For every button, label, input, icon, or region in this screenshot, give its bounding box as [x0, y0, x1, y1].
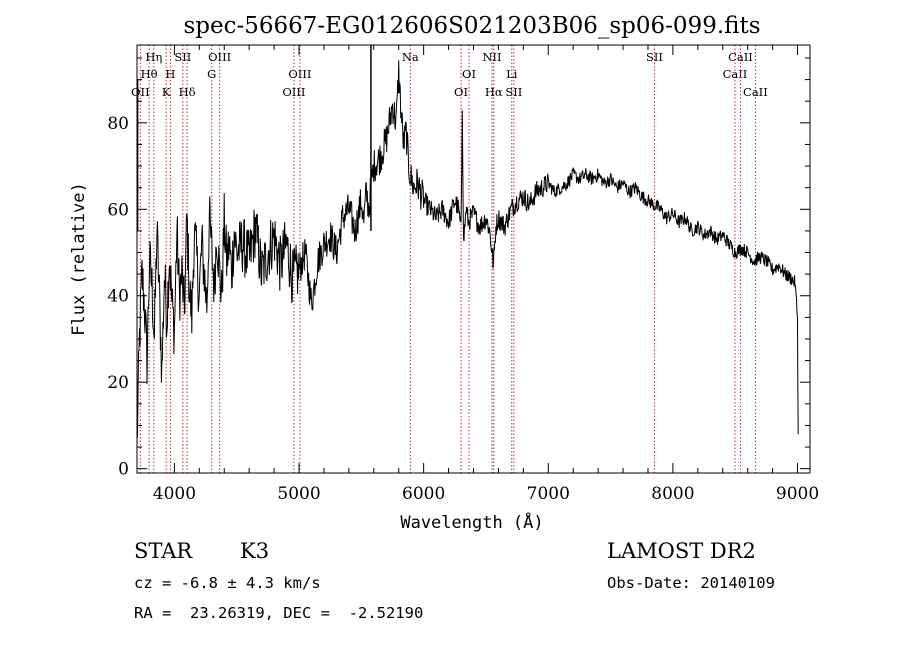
y-tick-label-1: 20 — [107, 373, 129, 393]
line-marker-label-0: OII — [131, 85, 150, 99]
line-marker-label-6: Hδ — [179, 85, 196, 99]
y-tick-label-2: 40 — [107, 287, 129, 307]
line-marker-label-10: OIII — [288, 67, 311, 81]
x-tick-label-0: 4000 — [153, 484, 196, 504]
object-subclass: K3 — [240, 539, 270, 563]
object-class: STAR — [134, 539, 193, 563]
y-tick-label-3: 60 — [107, 200, 129, 220]
line-marker-label-21: CaII — [743, 85, 768, 99]
line-marker-label-17: SII — [505, 85, 522, 99]
line-marker-label-12: OI — [454, 85, 468, 99]
coordinates: RA = 23.26319, DEC = -2.52190 — [134, 604, 424, 622]
x-tick-label-3: 7000 — [527, 484, 570, 504]
observation-date: Obs-Date: 20140109 — [607, 574, 775, 592]
line-marker-label-7: G — [207, 67, 216, 81]
line-marker-label-18: SII — [646, 50, 663, 64]
line-marker-label-19: CaII — [723, 67, 748, 81]
line-marker-label-11: Na — [402, 50, 419, 64]
spectrum-series — [136, 45, 799, 439]
line-marker-label-13: OI — [462, 67, 476, 81]
spectrum-line — [136, 60, 799, 439]
x-tick-label-2: 6000 — [402, 484, 445, 504]
x-axis: 4000 5000 6000 7000 8000 9000 — [153, 45, 819, 504]
y-axis: 0 20 40 60 80 — [107, 57, 810, 480]
y-tick-label-0: 0 — [118, 460, 129, 480]
plot-frame — [136, 44, 811, 474]
line-marker-label-14: NII — [482, 50, 501, 64]
line-marker-label-16: Li — [506, 67, 518, 81]
x-tick-label-5: 9000 — [776, 484, 819, 504]
line-marker-label-3: K — [162, 85, 171, 99]
line-marker-label-9: OIII — [282, 85, 305, 99]
y-axis-label: Flux (relative) — [69, 182, 89, 336]
line-marker-label-4: H — [165, 67, 175, 81]
line-marker-label-20: CaII — [728, 50, 753, 64]
line-marker-label-1: Hθ — [141, 67, 158, 81]
line-marker-label-8: OIII — [208, 50, 231, 64]
chart-title: spec-56667-EG012606S021203B06_sp06-099.f… — [183, 13, 760, 39]
line-marker-label-15: Hα — [485, 85, 503, 99]
redshift-cz: cz = -6.8 ± 4.3 km/s — [134, 574, 321, 592]
x-tick-label-1: 5000 — [277, 484, 320, 504]
y-tick-label-4: 80 — [107, 114, 129, 134]
x-axis-label: Wavelength (Å) — [400, 511, 543, 533]
line-marker-label-2: Hη — [145, 50, 162, 64]
x-tick-label-4: 8000 — [651, 484, 694, 504]
line-marker-label-5: SII — [174, 50, 191, 64]
survey-name: LAMOST DR2 — [607, 539, 756, 563]
